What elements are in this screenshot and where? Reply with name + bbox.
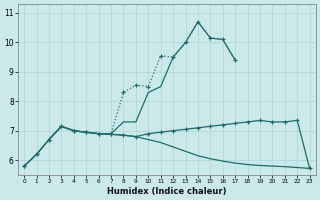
X-axis label: Humidex (Indice chaleur): Humidex (Indice chaleur) <box>107 187 227 196</box>
